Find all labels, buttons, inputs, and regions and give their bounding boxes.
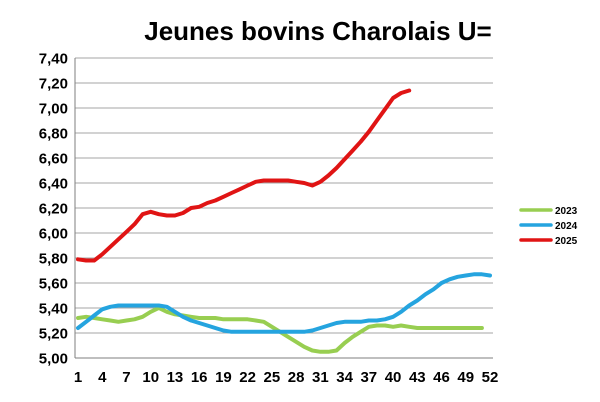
x-tick-label: 52 [482, 369, 499, 386]
series-line-2025 [76, 88, 412, 263]
axis-layer [74, 58, 493, 359]
x-tick-label: 46 [433, 369, 450, 386]
y-tick-label: 7,20 [39, 76, 68, 93]
legend-label: 2024 [555, 221, 578, 232]
x-tick-label: 31 [312, 369, 329, 386]
x-tick-label: 28 [288, 369, 305, 386]
y-tick-label: 6,20 [39, 201, 68, 218]
legend-item-2024: 2024 [519, 221, 578, 232]
x-tick-label: 7 [122, 369, 130, 386]
x-tick-label: 40 [385, 369, 402, 386]
legend-label: 2023 [555, 206, 578, 217]
x-tick-label: 37 [360, 369, 377, 386]
x-tick-label: 1 [74, 369, 82, 386]
legend-item-2025: 2025 [519, 236, 578, 247]
x-tick-label: 10 [142, 369, 159, 386]
y-tick-label: 5,00 [39, 351, 68, 368]
x-tick-label: 34 [336, 369, 353, 386]
series-line-2024 [76, 272, 492, 334]
x-tick-label: 4 [98, 369, 107, 386]
grid-layer [75, 57, 493, 334]
y-tick-label: 5,40 [39, 301, 68, 318]
legend: 2023 2024 2025 [519, 206, 578, 247]
series-layer [76, 88, 492, 354]
x-tick-label: 22 [239, 369, 256, 386]
y-tick-label: 7,00 [39, 101, 68, 118]
x-tick-label: 13 [167, 369, 184, 386]
x-tick-label: 25 [264, 369, 281, 386]
axis-label-layer: 7,40 7,20 7,00 6,80 6,60 6,40 6,20 6,00 5,80 5,60… [39, 51, 499, 387]
chart-title: Jeunes bovins Charolais U= [144, 16, 492, 46]
y-tick-label: 7,40 [39, 51, 68, 68]
y-tick-label: 6,40 [39, 176, 68, 193]
y-tick-label: 5,20 [39, 326, 68, 343]
y-tick-label: 6,60 [39, 151, 68, 168]
x-tick-label: 16 [191, 369, 208, 386]
legend-label: 2025 [555, 236, 578, 247]
x-tick-label: 49 [457, 369, 474, 386]
legend-item-2023: 2023 [519, 206, 578, 217]
y-tick-label: 6,80 [39, 126, 68, 143]
y-tick-label: 5,60 [39, 276, 68, 293]
x-tick-label: 19 [215, 369, 232, 386]
y-tick-label: 6,00 [39, 226, 68, 243]
y-tick-label: 5,80 [39, 251, 68, 268]
x-tick-label: 43 [409, 369, 426, 386]
